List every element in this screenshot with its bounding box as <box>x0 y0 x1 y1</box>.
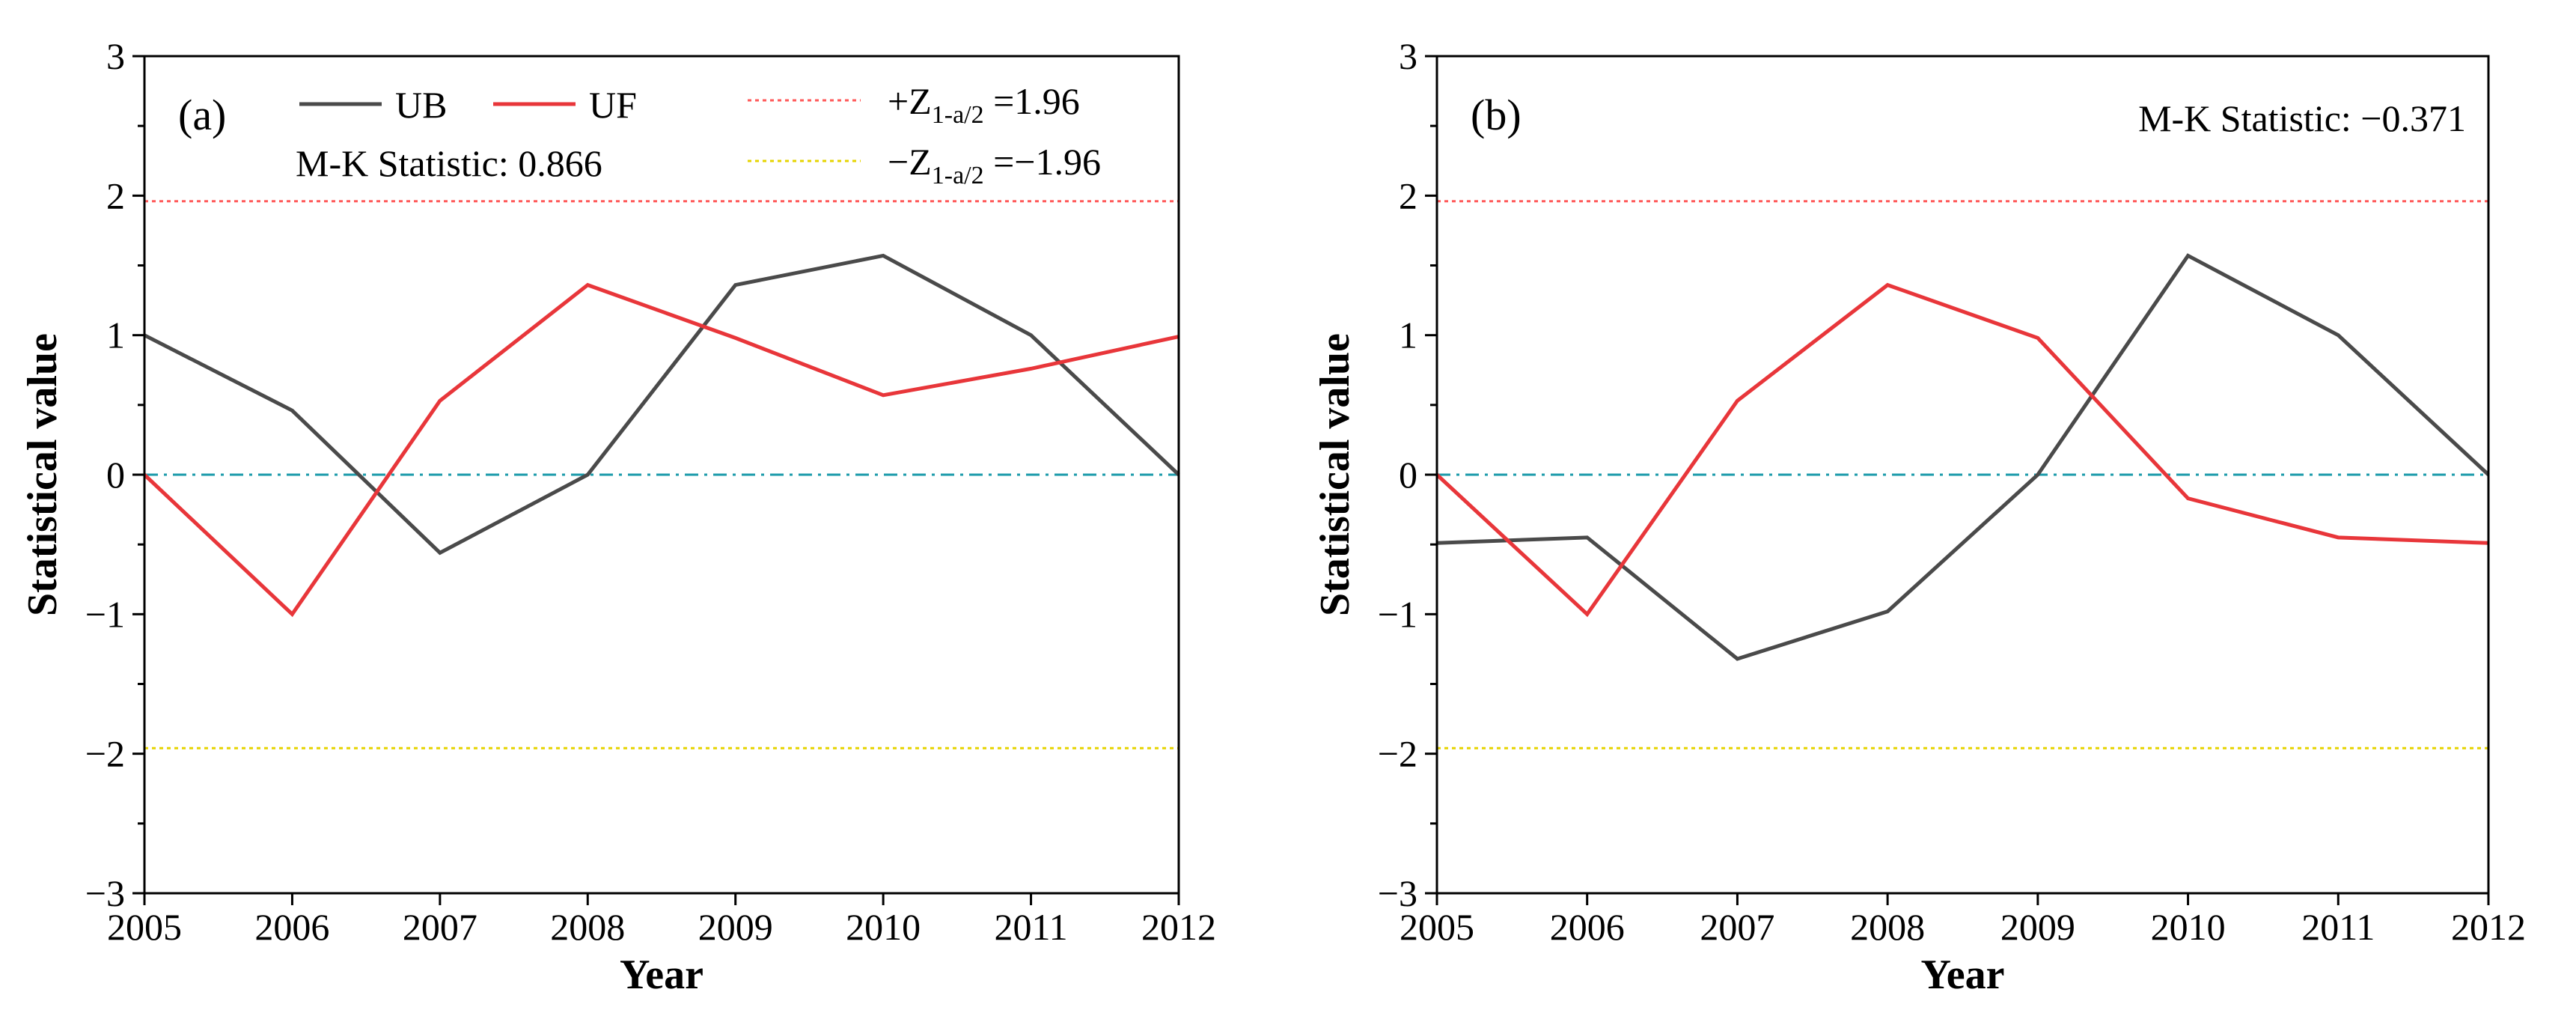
y-axis-title: Statistical value <box>1312 333 1358 616</box>
y-tick-label: 3 <box>106 35 125 77</box>
x-tick-label: 2010 <box>846 906 921 948</box>
x-axis-title: Year <box>620 952 703 998</box>
mk-statistic-label: M-K Statistic: 0.866 <box>296 142 602 184</box>
legend: UB UF +Z1-a/2 =1.96−Z1-a/2 =−1.96 <box>299 80 1101 189</box>
y-tick-label: −2 <box>1378 733 1417 775</box>
series-line-ub <box>1436 253 2490 661</box>
y-tick-label: −3 <box>85 872 125 914</box>
y-tick-label: 3 <box>1399 35 1417 77</box>
legend-upper-sub: 1-a/2 <box>932 101 984 129</box>
legend-label-lower: −Z1-a/2 =−1.96 <box>888 141 1101 189</box>
series-line-ub <box>143 253 1180 556</box>
legend-lower-prefix: −Z <box>888 141 932 183</box>
y-axis-title: Statistical value <box>19 333 66 616</box>
chart-panel-a: −3 −2 −1 0 1 2 3 2005 2006 2007 2008 2009 2010 2011 20… <box>19 35 1216 998</box>
y-tick-label: −1 <box>85 593 125 635</box>
x-tick-label: 2008 <box>1850 906 1925 948</box>
x-tick-label: 2005 <box>107 906 182 948</box>
panel-label: (b) <box>1471 91 1522 139</box>
x-tick-label: 2011 <box>994 906 1067 948</box>
mk-statistic-label: M-K Statistic: −0.371 <box>2138 97 2466 139</box>
series-line-uf <box>143 282 1179 618</box>
legend-lower-sub: 1-a/2 <box>932 162 984 189</box>
x-tick-label: 2006 <box>1550 906 1625 948</box>
legend-label-uf: UF <box>589 84 637 126</box>
x-tick-label: 2012 <box>1141 906 1216 948</box>
legend-upper-prefix: +Z <box>888 80 932 122</box>
y-tick-label: 0 <box>1399 454 1417 496</box>
x-tick-label: 2006 <box>254 906 329 948</box>
x-tick-label: 2007 <box>403 906 477 948</box>
x-axis-title: Year <box>1921 952 2005 998</box>
y-tick-label: 1 <box>1399 314 1417 356</box>
x-tick-label: 2005 <box>1400 906 1474 948</box>
chart-panel-b: −3 −2 −1 0 1 2 3 2005 2006 2007 2008 2009 2010 2011 20… <box>1312 35 2526 998</box>
y-tick-label: −3 <box>1378 872 1417 914</box>
x-tick-label: 2007 <box>1700 906 1774 948</box>
x-tick-label: 2008 <box>550 906 625 948</box>
y-tick-label: 1 <box>106 314 125 356</box>
x-tick-label: 2009 <box>2000 906 2075 948</box>
legend-upper-suffix: =1.96 <box>984 80 1080 122</box>
legend-label-ub: UB <box>395 84 447 126</box>
x-tick-label: 2011 <box>2301 906 2375 948</box>
y-tick-label: −2 <box>85 733 125 775</box>
x-tick-label: 2009 <box>698 906 773 948</box>
series-line-uf <box>1435 282 2489 618</box>
legend-lower-suffix: =−1.96 <box>984 141 1101 183</box>
panel-label: (a) <box>178 91 226 139</box>
y-tick-label: 2 <box>106 174 125 216</box>
y-tick-label: −1 <box>1378 593 1417 635</box>
y-tick-label: 2 <box>1399 174 1417 216</box>
y-tick-label: 0 <box>106 454 125 496</box>
legend-label-upper: +Z1-a/2 =1.96 <box>888 80 1080 129</box>
x-tick-label: 2012 <box>2451 906 2526 948</box>
x-tick-label: 2010 <box>2151 906 2226 948</box>
